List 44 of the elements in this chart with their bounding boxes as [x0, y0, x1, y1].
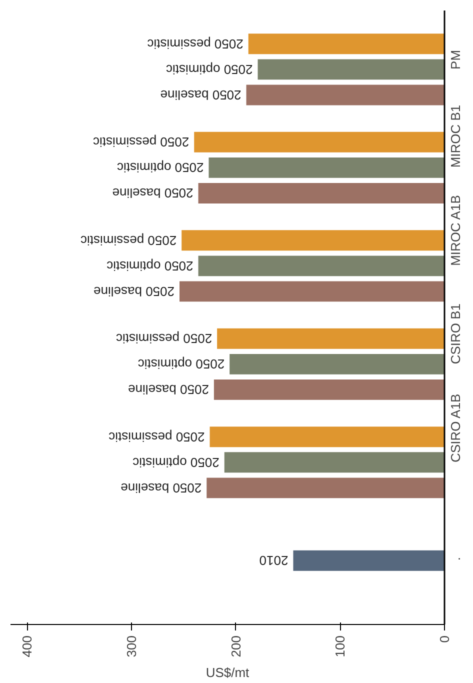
text: 2050 optimistic	[106, 258, 194, 274]
y-tick-label: CSIRO B1	[448, 303, 463, 364]
bar	[198, 256, 444, 276]
text: 2050 optimistic	[132, 454, 220, 470]
bar	[246, 84, 444, 106]
bar	[210, 426, 444, 448]
text: 2050 baseline	[94, 284, 175, 299]
bar	[208, 157, 444, 178]
bar	[248, 34, 444, 54]
text: 2050 pessimistic	[116, 331, 212, 346]
text: 2050 optimistic	[138, 356, 225, 372]
x-axis-title: US$/mt	[206, 665, 250, 680]
y-tick-label: MIROC A1B	[448, 195, 463, 266]
y-tick-label: MIROC B1	[448, 104, 463, 168]
text: 2050 baseline	[120, 480, 202, 496]
bar	[224, 452, 444, 473]
bar	[293, 550, 444, 571]
bar	[258, 59, 444, 80]
x-tick-label: 400	[20, 635, 35, 658]
text: 2050 baseline	[112, 186, 194, 201]
bar	[214, 379, 444, 400]
series-label: 2050 optimistic	[166, 62, 253, 77]
x-tick-label: 300	[124, 635, 140, 658]
bar	[230, 354, 444, 374]
series-label: 2010	[259, 553, 288, 568]
text: 2050 pessimistic	[80, 232, 177, 248]
bar	[180, 281, 444, 302]
x-tick-label: 200	[228, 635, 244, 658]
bar	[206, 478, 444, 498]
x-tick-label: 100	[332, 635, 348, 658]
text: 2050 pessimistic	[93, 134, 190, 150]
text: 2050 optimistic	[117, 160, 204, 176]
bar	[198, 183, 444, 204]
bar	[182, 230, 444, 251]
x-tick-label: 0	[437, 635, 452, 643]
text: 2050 pessimistic	[108, 429, 205, 444]
y-tick-label: PM	[448, 50, 463, 70]
series-label: 2050 pessimistic	[146, 36, 244, 52]
bar	[217, 328, 444, 349]
series-label: 2050 baseline	[160, 87, 242, 102]
text: 2050 baseline	[128, 382, 209, 398]
y-tick-label: .	[448, 557, 463, 561]
bar	[194, 132, 444, 152]
y-tick-label: CSIRO A1B	[448, 394, 463, 462]
